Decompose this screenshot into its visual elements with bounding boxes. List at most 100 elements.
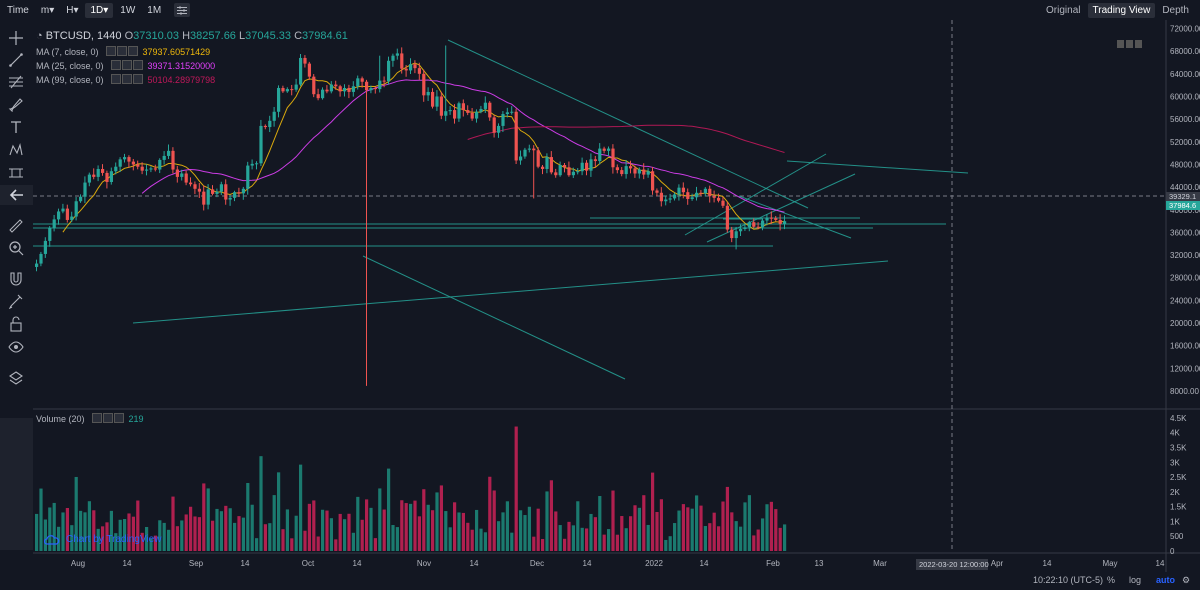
candle-body — [303, 57, 307, 64]
time-tick-label: Sep — [189, 559, 204, 568]
trend-line — [706, 173, 856, 243]
candle-body — [338, 86, 342, 92]
lock-icon[interactable] — [6, 314, 26, 334]
volume-value: 219 — [128, 414, 144, 424]
price-tick-label: 64000.00 — [1170, 70, 1200, 79]
volume-bar — [602, 534, 606, 551]
candle-body — [87, 174, 91, 183]
volume-bar — [422, 489, 426, 551]
price-tick-label: 48000.00 — [1170, 160, 1200, 169]
time-tick-label: Dec — [530, 559, 544, 568]
crosshair-icon[interactable] — [6, 28, 26, 48]
candle-body — [409, 64, 413, 71]
price-tick-label: 12000.00 — [1170, 364, 1200, 373]
eye-icon[interactable] — [6, 337, 26, 357]
candle-body — [677, 187, 681, 195]
volume-bar — [620, 516, 624, 551]
candle-body — [65, 208, 69, 220]
close-value: 37984.61 — [302, 30, 348, 42]
candle-body — [633, 168, 637, 174]
volume-bar — [228, 508, 232, 551]
volume-bar — [167, 529, 171, 551]
current-price-tag — [1166, 201, 1200, 210]
low-label: L — [239, 30, 246, 42]
candle-body — [321, 89, 325, 99]
percent-toggle[interactable]: % — [1107, 575, 1116, 585]
volume-bar — [224, 505, 228, 551]
volume-bar — [83, 512, 87, 551]
volume-bar — [668, 536, 672, 551]
ruler-icon[interactable] — [6, 216, 26, 236]
ma-99-line — [467, 124, 785, 153]
volume-bar — [237, 516, 241, 551]
candle-body — [35, 263, 39, 267]
back-arrow-icon[interactable] — [0, 185, 33, 205]
ma-25-legend: MA (25, close, 0) 39371.31520000 — [36, 60, 215, 72]
volume-bar — [739, 526, 743, 551]
pattern-icon[interactable] — [6, 140, 26, 160]
fib-retracement-icon[interactable] — [6, 72, 26, 92]
volume-bar — [659, 499, 663, 551]
ma-25-controls[interactable] — [110, 60, 143, 72]
candle-body — [79, 196, 83, 202]
trend-line-icon[interactable] — [6, 50, 26, 70]
volume-bar — [189, 506, 193, 551]
auto-scale-toggle[interactable]: auto — [1156, 575, 1175, 585]
ma-25-label: MA (25, close, 0) — [36, 61, 104, 71]
interval-month-button[interactable]: 1M — [147, 4, 162, 16]
candle-body — [686, 192, 690, 199]
prediction-icon[interactable] — [6, 163, 26, 183]
volume-bar — [52, 502, 56, 551]
stay-in-drawing-mode-icon[interactable] — [6, 291, 26, 311]
tab-depth[interactable]: Depth — [1162, 4, 1189, 16]
layers-icon[interactable] — [6, 368, 26, 388]
indicators-settings-icon[interactable] — [174, 3, 191, 17]
volume-bar — [43, 519, 47, 551]
series-visibility-controls[interactable] — [1115, 40, 1142, 48]
volume-bar — [585, 528, 589, 551]
crosshair-date-tag — [916, 559, 988, 570]
candle-body — [290, 89, 294, 91]
ma-99-controls[interactable] — [110, 74, 143, 86]
candle-body — [593, 159, 597, 162]
log-toggle[interactable]: log — [1129, 575, 1142, 585]
interval-minutes-button[interactable]: m▾ — [40, 4, 55, 16]
tab-original[interactable]: Original — [1046, 4, 1081, 16]
magnet-icon[interactable] — [6, 269, 26, 289]
candle-body — [92, 174, 96, 177]
volume-bar — [580, 527, 584, 551]
volume-bar — [545, 491, 549, 551]
candle-body — [365, 81, 369, 91]
price-tick-label: 20000.00 — [1170, 319, 1200, 328]
text-tool-icon[interactable] — [6, 117, 26, 137]
brush-icon[interactable] — [6, 94, 26, 114]
ma-7-controls[interactable] — [105, 46, 138, 58]
volume-bar — [426, 504, 430, 551]
volume-bar — [272, 495, 276, 551]
interval-hours-button[interactable]: H▾ — [66, 4, 79, 16]
volume-controls[interactable] — [91, 413, 124, 425]
volume-tick-label: 0 — [1170, 547, 1175, 556]
interval-day-button[interactable]: 1D▾ — [85, 2, 114, 18]
candle-body — [162, 155, 166, 160]
tradingview-attribution[interactable]: Chart by TradingView — [44, 534, 161, 545]
candle-body — [734, 231, 738, 239]
volume-tick-label: 1.5K — [1170, 503, 1187, 512]
candle-body — [387, 60, 391, 82]
interval-week-button[interactable]: 1W — [120, 4, 136, 16]
chart-settings-icon[interactable]: ⚙ — [1182, 575, 1191, 585]
price-chart[interactable]: 72000.00 68000.00 64000.00 60000.00 56000.00… — [33, 20, 1200, 572]
volume-tick-label: 1K — [1170, 517, 1180, 526]
candle-body — [519, 156, 523, 161]
price-tick-label: 40000.00 — [1170, 206, 1200, 215]
price-tick-label: 24000.00 — [1170, 296, 1200, 305]
volume-bar — [48, 507, 52, 551]
candle-body — [197, 188, 201, 192]
volume-bar — [466, 522, 470, 551]
candle-body — [211, 189, 215, 194]
volume-bar — [778, 527, 782, 551]
volume-bar — [651, 472, 655, 551]
volume-bar — [87, 501, 91, 551]
zoom-icon[interactable] — [6, 238, 26, 258]
tab-trading-view[interactable]: Trading View — [1087, 2, 1156, 18]
